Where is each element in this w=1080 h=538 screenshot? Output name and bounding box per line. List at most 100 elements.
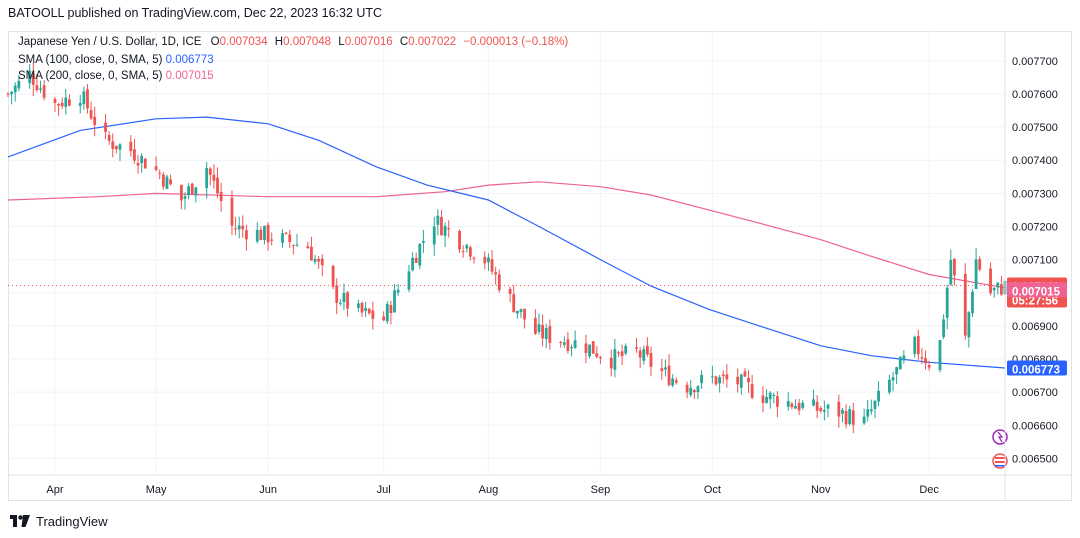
x-tick-label: Jul: [377, 484, 391, 496]
candle-body: [700, 374, 703, 384]
candle-body: [519, 309, 523, 313]
candle-body: [317, 258, 321, 262]
economic-event-flag-icon[interactable]: [992, 453, 1008, 469]
chart-frame: [8, 31, 1072, 501]
candle-body: [772, 394, 776, 397]
candle-body: [208, 168, 212, 175]
candle-body: [364, 308, 368, 311]
tradingview-logo-icon: [10, 515, 30, 527]
candle-body: [490, 259, 494, 272]
candle-body: [660, 368, 664, 372]
x-tick-label: May: [146, 484, 167, 496]
candle-body: [566, 339, 570, 351]
high-label: H: [274, 36, 284, 48]
candle-body: [967, 312, 971, 338]
candle-body: [718, 377, 722, 384]
candle-body: [39, 88, 42, 90]
earnings-event-icon[interactable]: [992, 429, 1008, 445]
candle-body: [393, 290, 396, 313]
candle-body: [183, 196, 187, 199]
candle-body: [237, 225, 241, 230]
candle-body: [790, 403, 794, 408]
candle-body: [913, 336, 917, 354]
candle-body: [205, 168, 209, 189]
candle-body: [689, 387, 693, 396]
candle-body: [219, 191, 223, 201]
candle-body: [609, 357, 613, 369]
y-tick-label: 0.006500: [1012, 453, 1058, 465]
y-tick-label: 0.007100: [1012, 255, 1058, 267]
candle-body: [866, 409, 870, 417]
candle-body: [562, 342, 566, 345]
candle-body: [342, 292, 346, 303]
candle-body: [288, 234, 292, 242]
candle-body: [497, 274, 501, 291]
candle-body: [367, 308, 371, 314]
candle-body: [613, 349, 617, 370]
low-value: 0.007016: [344, 36, 393, 48]
candle-body: [494, 272, 498, 275]
candle-body: [212, 174, 216, 181]
candle-body: [725, 374, 729, 380]
candle-body: [515, 310, 519, 314]
candle-body: [447, 228, 451, 230]
candle-body: [331, 265, 335, 287]
candle-body: [129, 141, 133, 152]
candle-body: [143, 158, 147, 169]
sma-100-line-group: [7, 116, 1006, 369]
candle-body: [794, 406, 797, 409]
candle-body: [822, 409, 826, 412]
candle-body: [458, 231, 461, 250]
sma-100-legend[interactable]: SMA (100, close, 0, SMA, 5) 0.006773: [18, 54, 214, 66]
y-tick-label: 0.007600: [1012, 89, 1058, 101]
candle-body: [902, 355, 906, 361]
candle-body: [216, 177, 219, 194]
candle-body: [776, 396, 779, 407]
sma-200-line-group: [7, 181, 1006, 289]
candle-body: [837, 401, 841, 417]
sma-200-legend[interactable]: SMA (200, close, 0, SMA, 5) 0.007015: [18, 70, 214, 82]
sma-200-line[interactable]: [7, 181, 1006, 289]
candle-body: [541, 324, 545, 339]
candle-body: [190, 183, 194, 195]
y-tick-label: 0.007400: [1012, 155, 1058, 167]
symbol-name: Japanese Yen / U.S. Dollar, 1D, ICE: [18, 36, 202, 48]
candle-body: [584, 343, 588, 354]
time-axis: Apr May Jun Jul Aug Sep Oct Nov Dec: [8, 474, 1072, 496]
current-price-tag-text: 05:27:56: [1012, 295, 1058, 307]
candle-body: [739, 374, 743, 388]
y-tick-label: 0.007500: [1012, 122, 1058, 134]
change-value: −0.000013 (−0.18%): [463, 36, 569, 48]
candle-body: [736, 376, 740, 385]
candle-body: [407, 271, 411, 290]
candle-body: [245, 230, 248, 240]
candle-body: [963, 273, 967, 336]
candle-body: [93, 116, 97, 126]
x-tick-label: Jun: [259, 484, 277, 496]
candle-body: [841, 409, 844, 414]
candle-body: [848, 409, 852, 424]
tradingview-footer[interactable]: TradingView: [10, 512, 108, 530]
candle-body: [999, 284, 1003, 295]
candle-body: [465, 244, 469, 249]
candle-body: [158, 172, 162, 174]
candle-body: [819, 408, 823, 412]
candle-body: [664, 367, 667, 370]
candle-body: [284, 232, 288, 234]
candle-body: [721, 374, 725, 377]
candle-body: [346, 292, 349, 309]
candle-body: [259, 229, 263, 241]
candle-body: [512, 294, 516, 313]
x-tick-label: Aug: [479, 484, 499, 496]
open-label: O: [210, 36, 220, 48]
sma-100-value: 0.006773: [165, 54, 214, 66]
candle-body: [645, 345, 649, 355]
candle-body: [57, 103, 60, 106]
sma-100-line[interactable]: [7, 116, 1006, 369]
candle-body: [523, 308, 526, 320]
sma-200-price-tag-text: 0.007015: [1012, 286, 1061, 298]
candle-body: [114, 145, 118, 150]
candle-body: [696, 386, 700, 393]
x-tick-label: Oct: [704, 484, 721, 496]
